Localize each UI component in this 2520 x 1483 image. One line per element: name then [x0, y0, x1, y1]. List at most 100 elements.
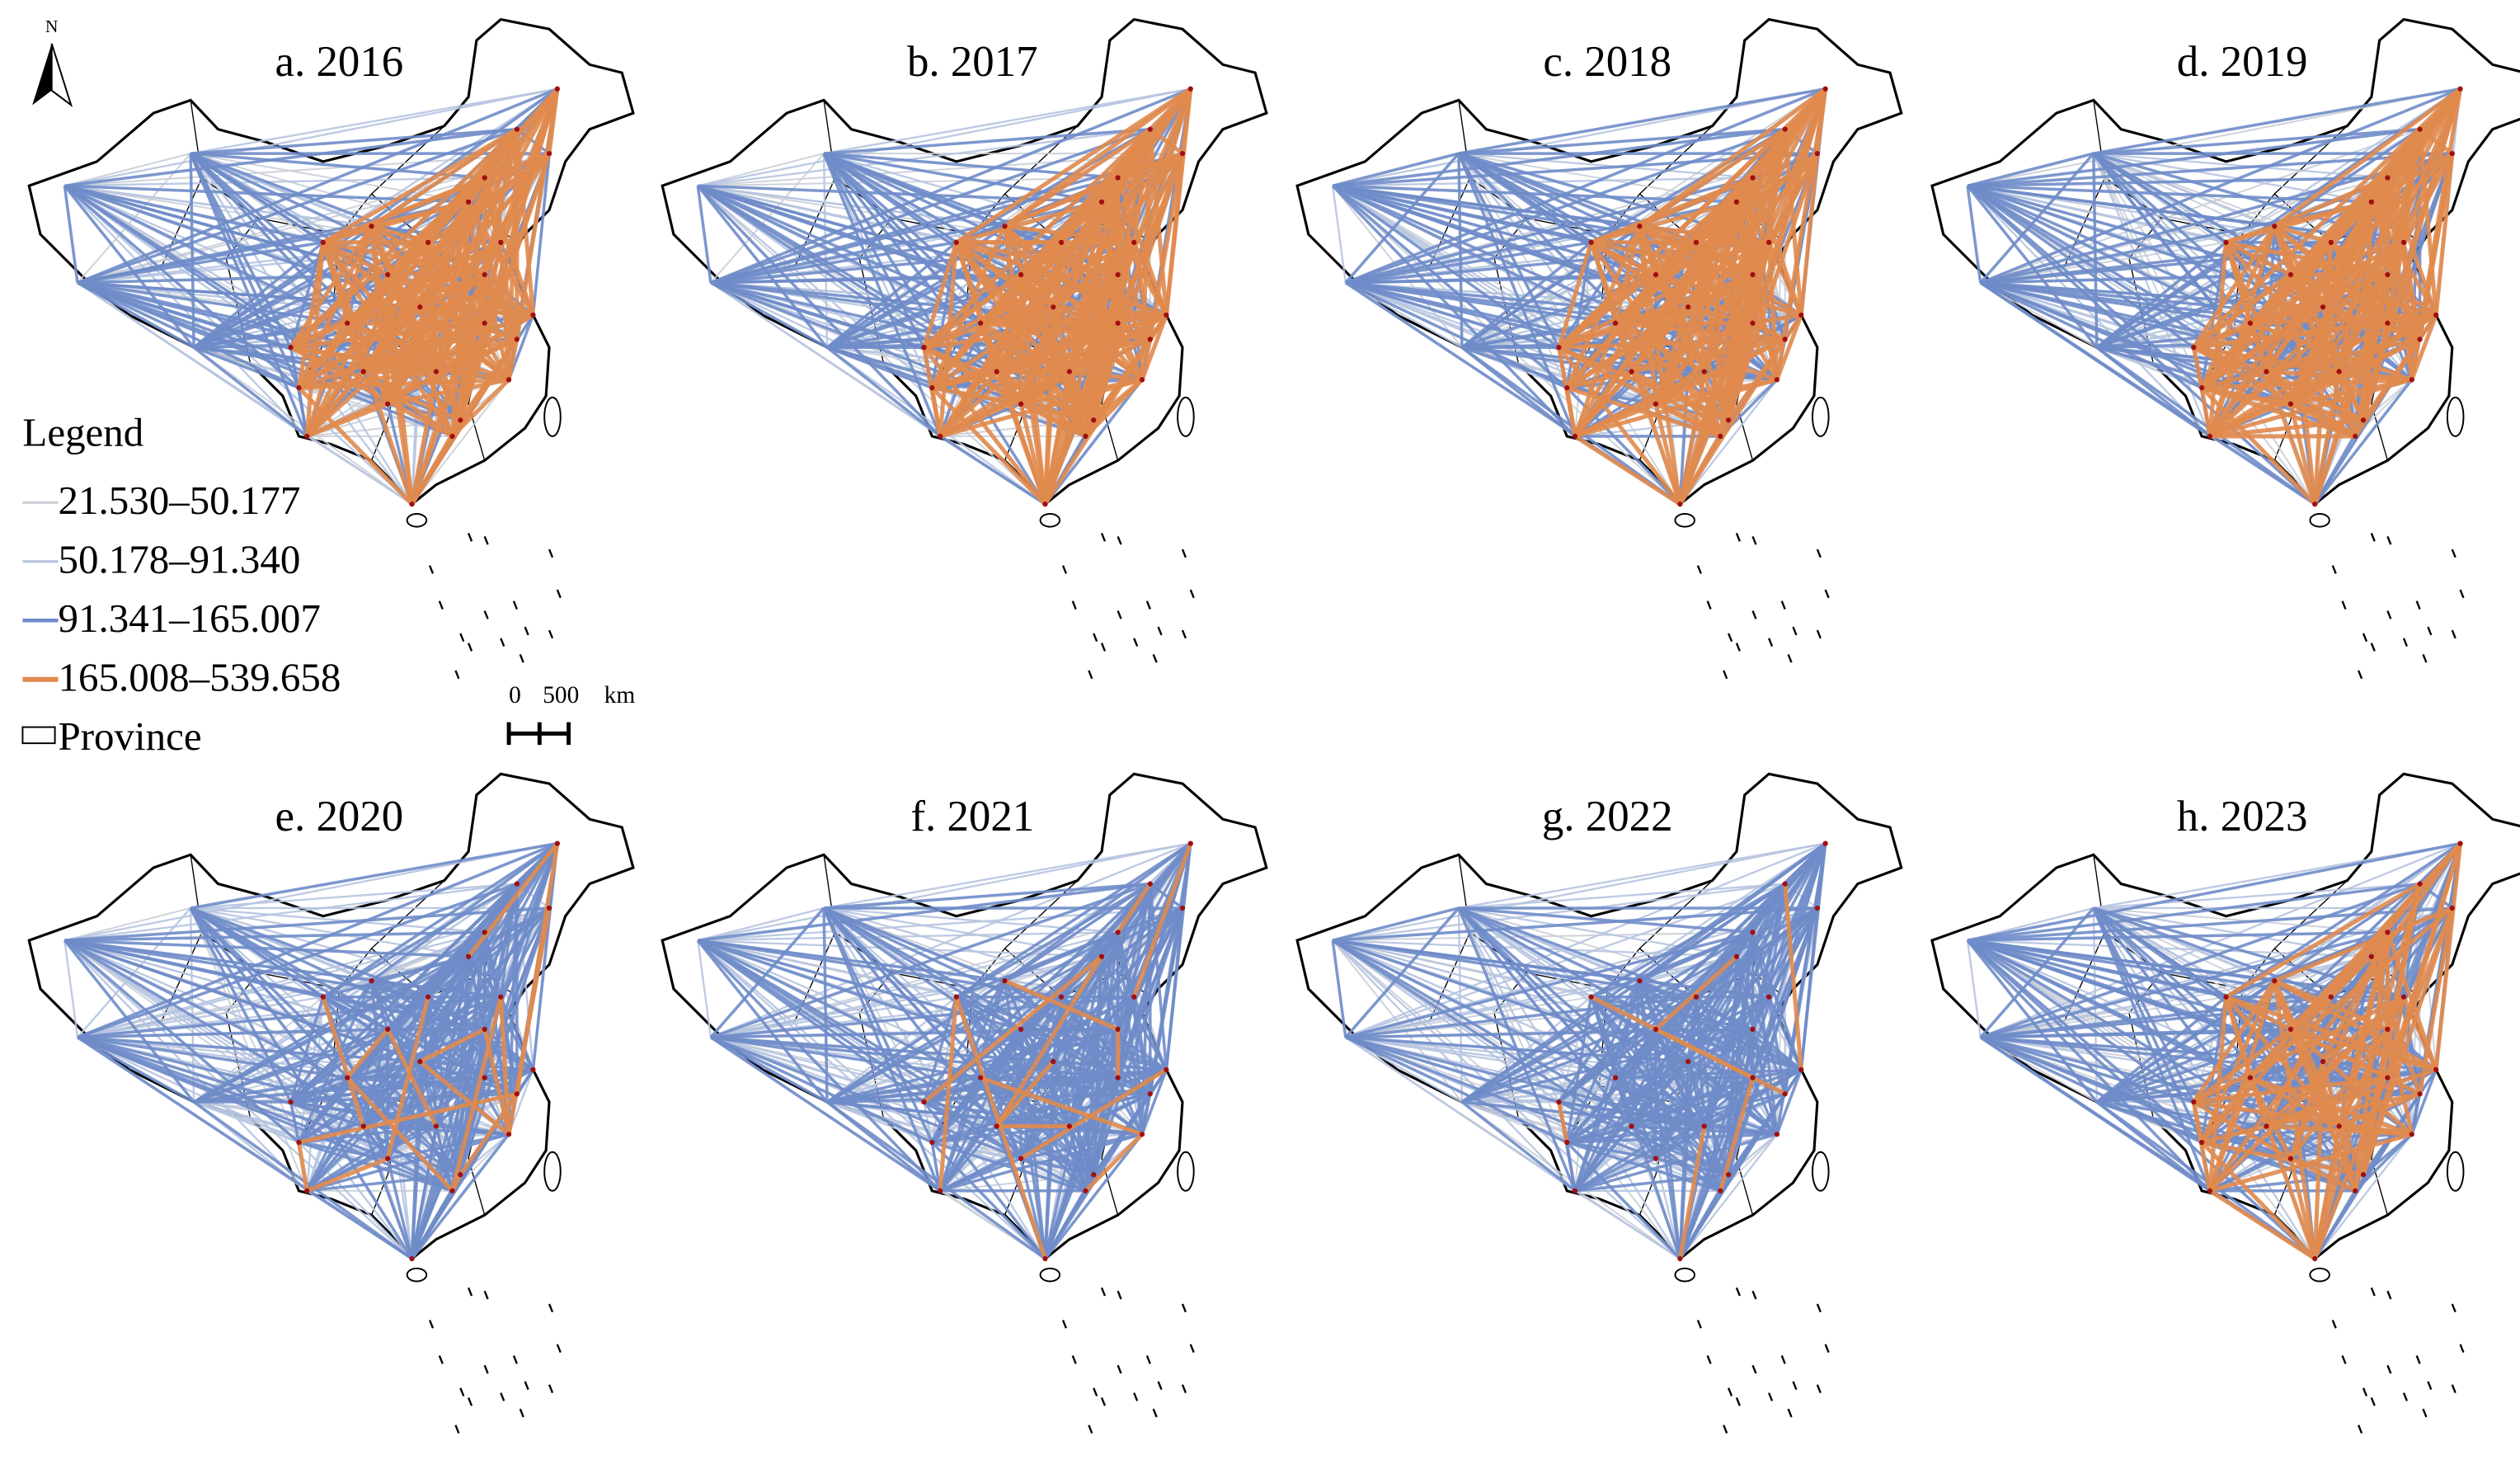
city-node [1018, 271, 1024, 278]
flow-line [710, 87, 1192, 285]
flow-line [2290, 377, 2413, 407]
city-node [385, 401, 391, 407]
flow-line [190, 906, 485, 934]
flow-line [822, 153, 942, 437]
flow-line [1979, 281, 2316, 506]
flow-line [1332, 906, 1460, 942]
city-node [482, 1075, 487, 1080]
island [1674, 1267, 1695, 1283]
boundary-dash [2451, 629, 2457, 639]
city-node [1018, 401, 1024, 407]
flow-line [193, 346, 300, 389]
flow-line [77, 87, 558, 285]
city-node [1002, 224, 1008, 229]
flow-line [1116, 883, 1152, 934]
flow-line [1180, 88, 1193, 154]
city-node [2368, 199, 2374, 205]
flow-line [322, 240, 510, 382]
city-node [1187, 86, 1193, 92]
flow-line [289, 242, 325, 348]
flow-line [190, 87, 558, 155]
boundary-dash [524, 1381, 529, 1391]
flow-line [1043, 1189, 1087, 1259]
flow-line [1751, 883, 1787, 1030]
flow-line [482, 129, 520, 275]
city-node [546, 905, 552, 911]
city-node [2433, 1066, 2439, 1072]
flow-line [1630, 370, 1722, 438]
flow-line [1557, 346, 1682, 506]
flow-line [386, 883, 519, 1160]
flow-line [696, 186, 712, 284]
flow-line [63, 939, 79, 1038]
boundary-dash [2386, 1364, 2392, 1374]
boundary-dash [1735, 1397, 1741, 1406]
city-node [2264, 1123, 2269, 1129]
flow-line [547, 88, 560, 154]
flow-line [1718, 1068, 1803, 1192]
flow-line [2369, 956, 2414, 1135]
flow-line [931, 1141, 1086, 1193]
flow-line [1590, 930, 1754, 999]
flow-line [387, 377, 510, 407]
flow-line [2095, 346, 2316, 506]
flow-line [930, 386, 1047, 506]
flow-line [2273, 87, 2462, 228]
flow-line [193, 883, 518, 1104]
city-node [1629, 369, 1634, 374]
panel-title: b. 2017 [907, 38, 1038, 86]
flow-line [189, 907, 293, 1103]
flow-line [1703, 1029, 1755, 1128]
city-node [1058, 239, 1065, 245]
flow-line [1461, 346, 1657, 405]
flow-line [1775, 843, 1827, 1135]
flow-line [823, 906, 1118, 934]
figure-content: a. 2016 b. 2017 c. 2018 d. 2019 e. 2020 f. 20… [21, 16, 2520, 1434]
city-node [1115, 1026, 1121, 1033]
city-node [2272, 977, 2278, 984]
city-node [1098, 953, 1105, 959]
flow-line [698, 177, 1118, 187]
city-node [385, 271, 391, 278]
city-node [1002, 977, 1008, 984]
flow-line [698, 128, 1150, 187]
map-panel: c. 2018 [1295, 17, 1903, 680]
flow-line [482, 87, 560, 275]
flow-line [2224, 996, 2268, 1128]
flow-line [1655, 1156, 1729, 1176]
boundary-dash [438, 600, 444, 610]
flow-line [1967, 87, 2461, 187]
flow-line [77, 907, 192, 1038]
north-label: N [45, 16, 59, 36]
city-node [2223, 994, 2229, 1000]
city-node [921, 345, 927, 351]
boundary-dash [2422, 653, 2428, 663]
flow-line [2288, 1028, 2390, 1161]
city-node [2417, 337, 2423, 342]
flow-line [362, 273, 487, 374]
flow-line [1069, 370, 1143, 382]
flow-line [1695, 996, 1723, 1192]
north-arrow [32, 43, 52, 106]
flow-line [1654, 842, 1827, 1160]
flow-line [710, 241, 957, 285]
city-node [1653, 271, 1659, 278]
city-node [2385, 1075, 2391, 1080]
flow-line [507, 883, 519, 1135]
flow-line [193, 1100, 364, 1128]
flow-line [77, 841, 558, 1039]
city-node [2320, 304, 2326, 310]
flow-line [2193, 995, 2405, 1104]
boundary-dash [429, 565, 435, 574]
flow-line [1590, 883, 1786, 999]
flow-line [2095, 241, 2227, 349]
boundary-dash [1787, 1408, 1793, 1418]
city-node [2328, 994, 2334, 1000]
boundary-dash [512, 1355, 518, 1364]
flow-line [1004, 127, 1152, 228]
flow-line [321, 242, 366, 373]
flow-line [710, 1036, 933, 1144]
city-node [1115, 175, 1121, 181]
flow-line [1574, 377, 1778, 439]
flow-line [189, 153, 195, 348]
